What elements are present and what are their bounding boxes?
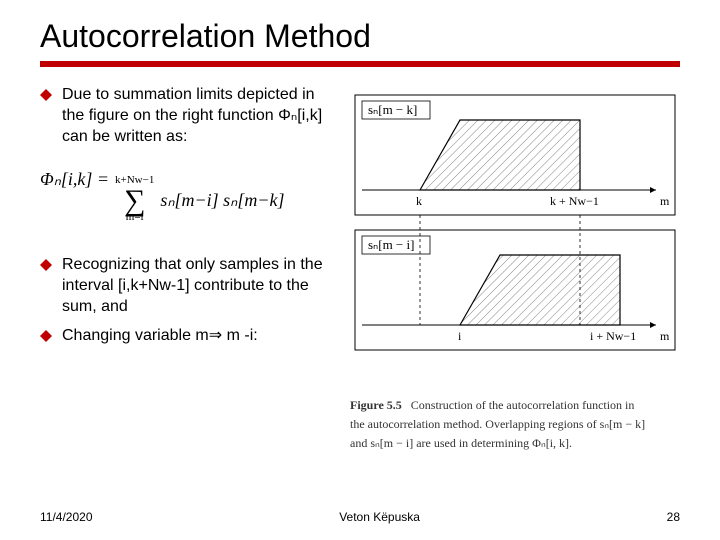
- bullet-2-text: Recognizing that only samples in the int…: [62, 255, 340, 317]
- right-column: sₙ[m − k] k k + Nw−1 m sₙ[m − i]: [350, 85, 680, 454]
- bullet-3: Changing variable m⇒ m -i:: [40, 326, 340, 347]
- diamond-icon: [40, 330, 52, 342]
- title-underline: [40, 61, 680, 67]
- caption-line-2: the autocorrelation method. Overlapping …: [350, 415, 680, 434]
- eq-lhs: Φₙ[i,k] =: [40, 169, 115, 190]
- footer-page: 28: [667, 510, 680, 524]
- fig-bottom-tick-right: i + Nw−1: [590, 329, 636, 343]
- fig-bottom-label: sₙ[m − i]: [368, 237, 414, 252]
- eq-sum-lower: m=i: [115, 211, 154, 223]
- fig-top-tick-right: k + Nw−1: [550, 194, 599, 208]
- caption-line-1: Figure 5.5 Construction of the autocorre…: [350, 396, 680, 415]
- bullet-1: Due to summation limits depicted in the …: [40, 85, 340, 147]
- sigma-icon: ∑: [115, 190, 154, 211]
- footer: 11/4/2020 Veton Këpuska 28: [40, 510, 680, 524]
- content-area: Due to summation limits depicted in the …: [40, 85, 680, 454]
- caption-line-3: and sₙ[m − i] are used in determining Φₙ…: [350, 434, 680, 453]
- slide-title: Autocorrelation Method: [40, 18, 680, 55]
- figure-caption: Figure 5.5 Construction of the autocorre…: [350, 396, 680, 454]
- footer-date: 11/4/2020: [40, 510, 93, 524]
- bullet-3-text: Changing variable m⇒ m -i:: [62, 326, 258, 347]
- diamond-icon: [40, 259, 52, 271]
- fig-top-tick-left: k: [416, 194, 422, 208]
- figure-diagram: sₙ[m − k] k k + Nw−1 m sₙ[m − i]: [350, 85, 680, 385]
- diamond-icon: [40, 89, 52, 101]
- left-column: Due to summation limits depicted in the …: [40, 85, 340, 454]
- bullet-2: Recognizing that only samples in the int…: [40, 255, 340, 317]
- fig-axis-m-bottom: m: [660, 329, 670, 343]
- eq-rhs: sₙ[m−i] sₙ[m−k]: [154, 190, 284, 211]
- fig-axis-m-top: m: [660, 194, 670, 208]
- fig-bottom-tick-left: i: [458, 329, 462, 343]
- footer-author: Veton Këpuska: [339, 510, 420, 524]
- bullet-1-text: Due to summation limits depicted in the …: [62, 85, 340, 147]
- fig-top-label: sₙ[m − k]: [368, 102, 417, 117]
- equation: Φₙ[i,k] = k+Nw−1 ∑ sₙ[m−i] sₙ[m−k] m=i: [40, 169, 340, 223]
